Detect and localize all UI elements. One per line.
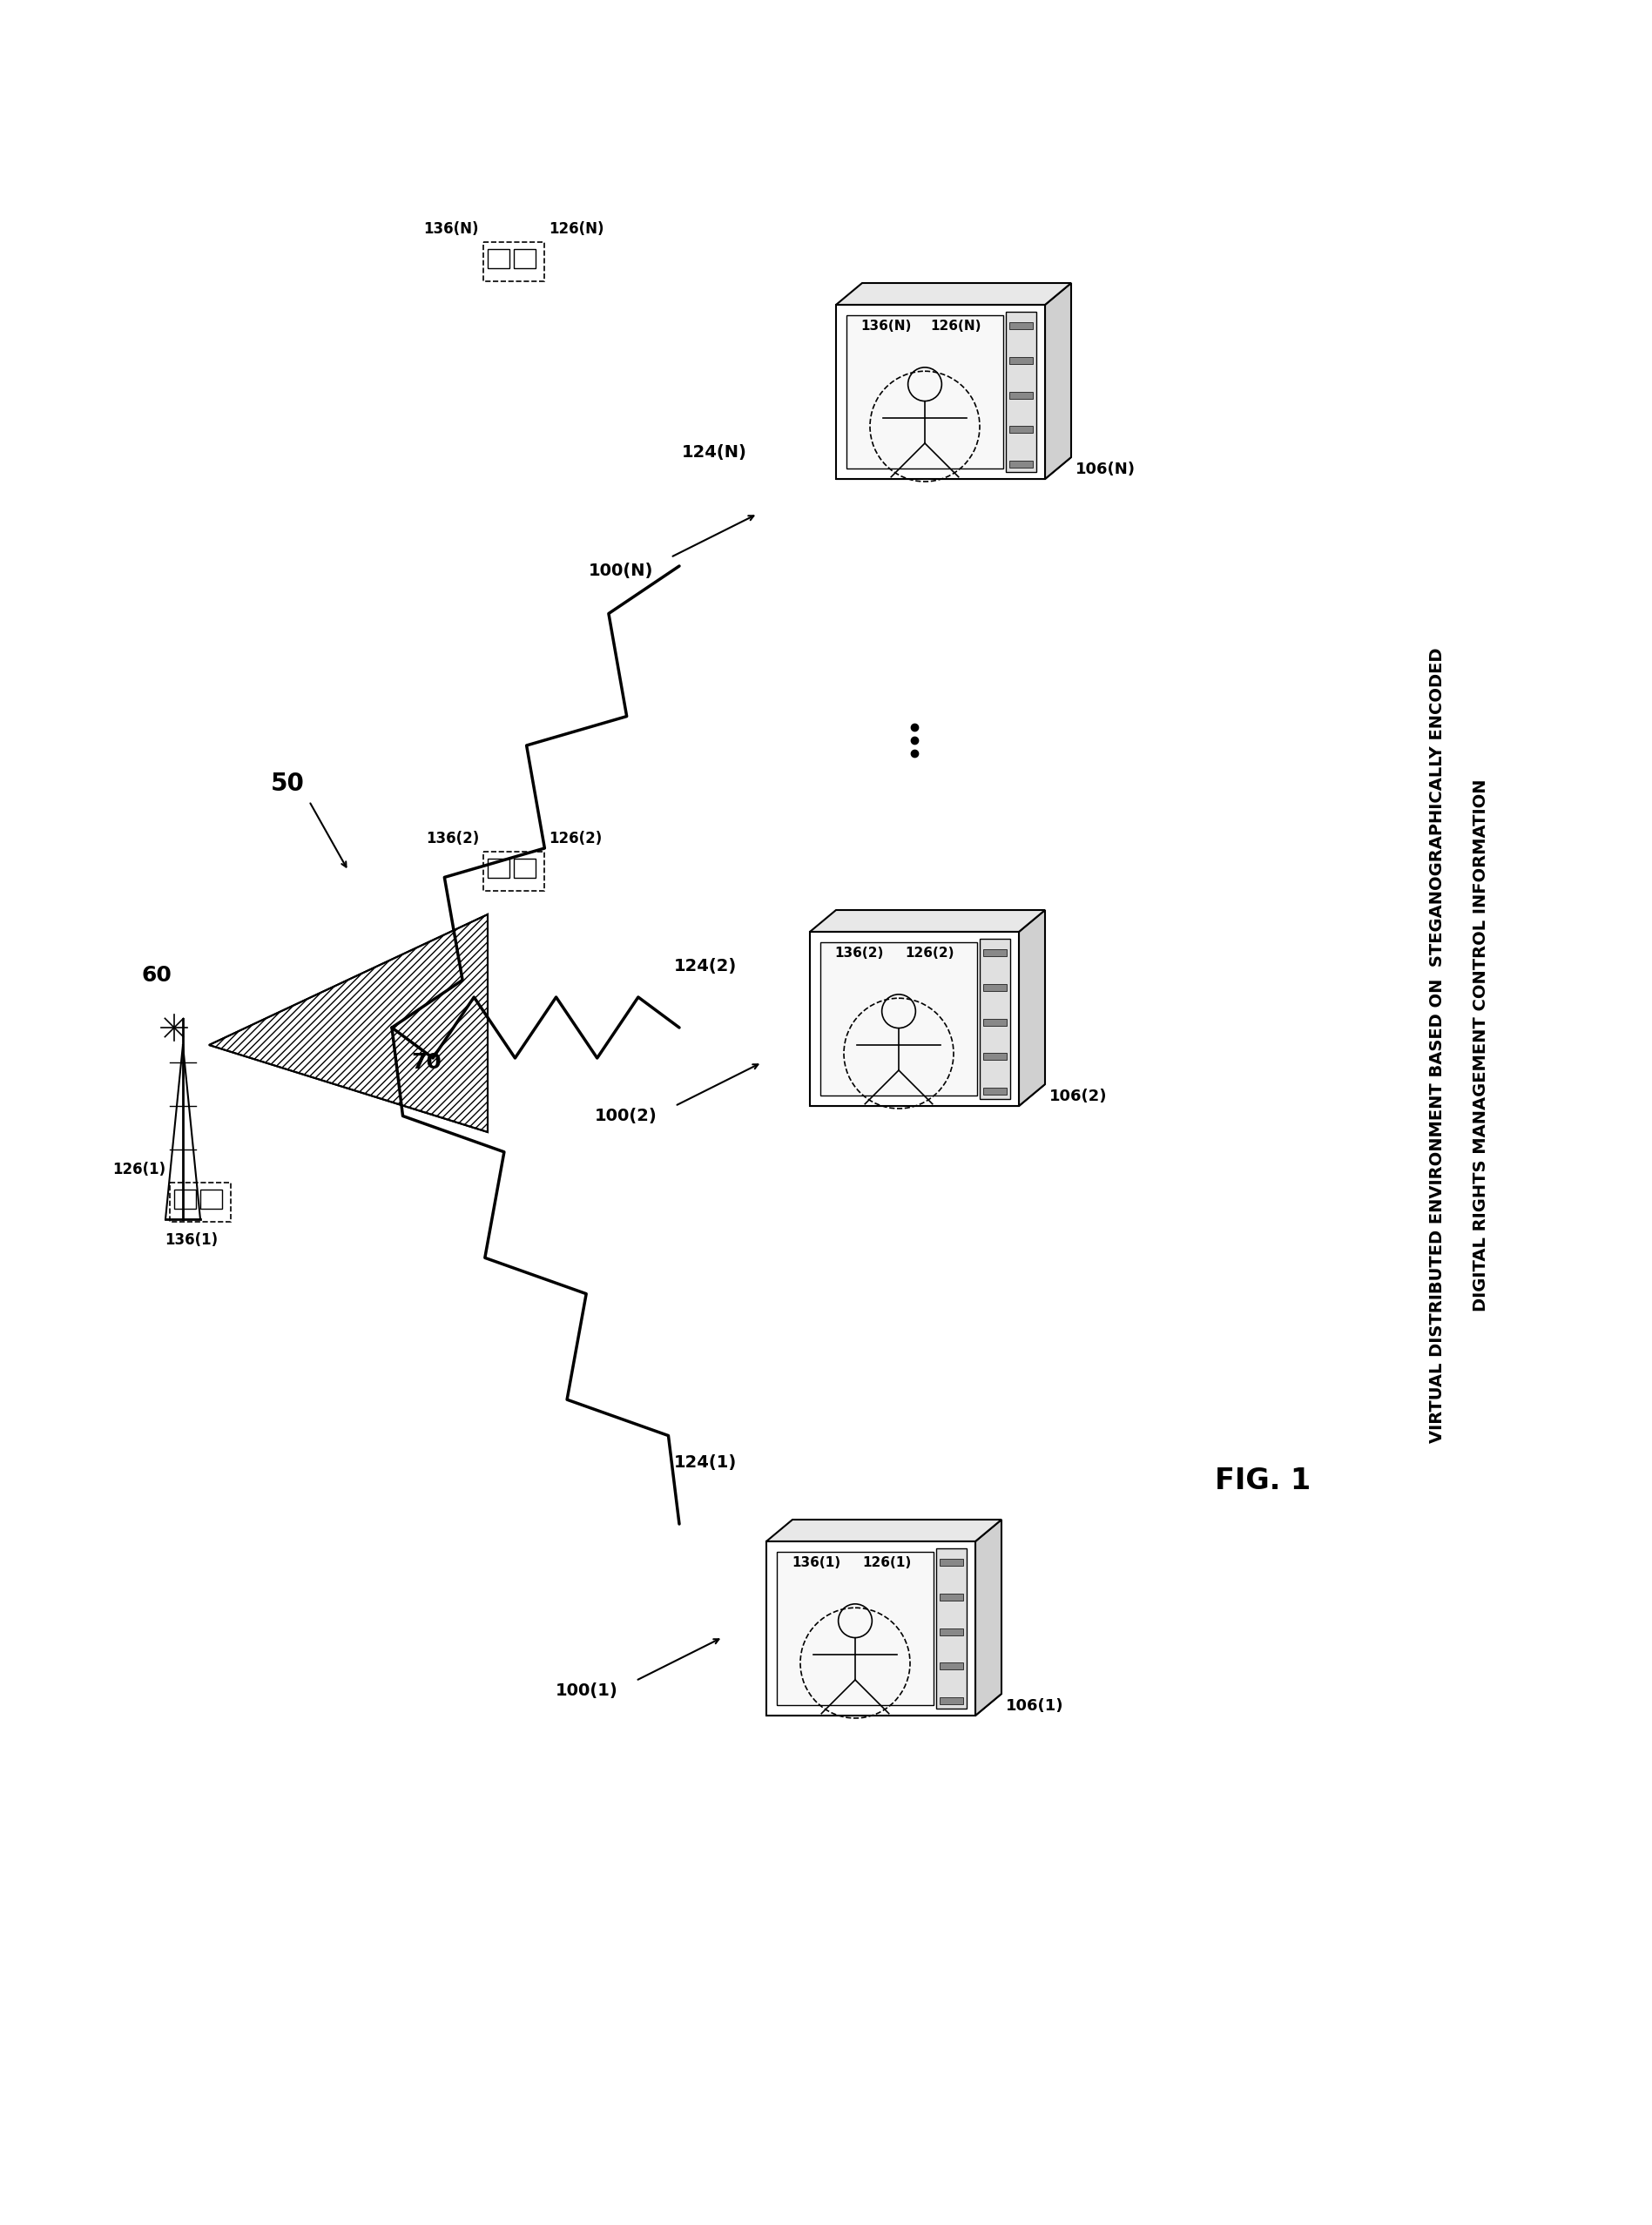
Text: 126(2): 126(2) xyxy=(905,946,955,959)
Polygon shape xyxy=(836,456,1070,478)
Text: DIGITAL RIGHTS MANAGEMENT CONTROL INFORMATION: DIGITAL RIGHTS MANAGEMENT CONTROL INFORM… xyxy=(1472,779,1488,1311)
Text: 106(1): 106(1) xyxy=(1006,1698,1064,1713)
Text: 100(2): 100(2) xyxy=(595,1108,657,1124)
Bar xyxy=(776,1551,933,1704)
Bar xyxy=(983,983,1006,990)
Polygon shape xyxy=(767,1520,1001,1542)
Bar xyxy=(1009,356,1032,365)
Bar xyxy=(940,1629,963,1635)
Bar xyxy=(836,305,1046,478)
Text: 50: 50 xyxy=(271,772,304,797)
Text: 136(1): 136(1) xyxy=(791,1555,841,1569)
Text: 106(2): 106(2) xyxy=(1049,1088,1107,1104)
Bar xyxy=(170,1181,231,1222)
Bar xyxy=(173,1188,197,1208)
Bar xyxy=(983,1088,1006,1095)
Bar xyxy=(200,1188,221,1208)
Text: 136(N): 136(N) xyxy=(423,222,479,238)
Bar xyxy=(484,852,544,890)
Polygon shape xyxy=(1019,910,1046,1106)
Polygon shape xyxy=(836,283,1070,305)
Text: FIG. 1: FIG. 1 xyxy=(1214,1466,1310,1495)
Bar xyxy=(809,932,1019,1106)
Bar xyxy=(983,1019,1006,1026)
Bar xyxy=(484,243,544,280)
Bar xyxy=(1009,392,1032,398)
Bar xyxy=(1009,461,1032,467)
Bar xyxy=(846,316,1003,469)
Bar xyxy=(487,859,509,877)
Text: 136(N): 136(N) xyxy=(861,320,910,334)
Text: 124(N): 124(N) xyxy=(682,445,747,461)
Text: VIRTUAL DISTRIBUTED ENVIRONMENT BASED ON  STEGANOGRAPHICALLY ENCODED: VIRTUAL DISTRIBUTED ENVIRONMENT BASED ON… xyxy=(1429,647,1446,1442)
Polygon shape xyxy=(975,1520,1001,1715)
Bar xyxy=(1009,323,1032,329)
Bar xyxy=(940,1698,963,1704)
Polygon shape xyxy=(1046,283,1070,478)
Text: 136(2): 136(2) xyxy=(834,946,884,959)
Text: 124(1): 124(1) xyxy=(674,1455,737,1471)
Bar xyxy=(940,1560,963,1566)
Bar xyxy=(487,249,509,267)
Text: 126(1): 126(1) xyxy=(862,1555,910,1569)
Text: 126(N): 126(N) xyxy=(548,222,605,238)
Bar xyxy=(514,859,535,877)
Text: 124(2): 124(2) xyxy=(674,959,737,975)
Bar xyxy=(937,1549,966,1709)
Bar xyxy=(514,249,535,267)
Text: 136(2): 136(2) xyxy=(426,832,479,848)
Text: 126(N): 126(N) xyxy=(930,320,981,334)
Bar xyxy=(1009,425,1032,434)
Text: 136(1): 136(1) xyxy=(165,1233,218,1248)
Text: 60: 60 xyxy=(142,966,172,986)
Polygon shape xyxy=(767,1693,1001,1715)
Text: 106(N): 106(N) xyxy=(1075,461,1135,476)
Bar xyxy=(983,950,1006,957)
Polygon shape xyxy=(809,1084,1046,1106)
Bar xyxy=(821,941,976,1095)
Bar xyxy=(940,1593,963,1600)
Text: 100(1): 100(1) xyxy=(555,1682,618,1700)
Bar xyxy=(980,939,1009,1099)
Text: 126(1): 126(1) xyxy=(112,1161,165,1177)
Text: 70: 70 xyxy=(411,1052,441,1072)
Bar xyxy=(940,1662,963,1669)
Bar xyxy=(1006,312,1036,472)
Bar xyxy=(983,1052,1006,1059)
Bar xyxy=(767,1542,975,1715)
Text: 126(2): 126(2) xyxy=(548,832,601,848)
Text: 100(N): 100(N) xyxy=(588,563,653,578)
Polygon shape xyxy=(809,910,1046,932)
